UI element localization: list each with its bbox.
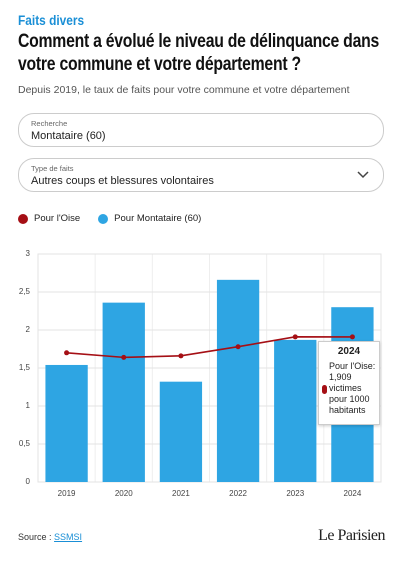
y-tick-label: 3 bbox=[26, 249, 31, 258]
y-tick-label: 0 bbox=[26, 477, 31, 486]
x-tick-label: 2024 bbox=[344, 489, 362, 498]
y-tick-label: 2 bbox=[26, 325, 31, 334]
kicker: Faits divers bbox=[18, 12, 85, 28]
source-link[interactable]: SSMSI bbox=[54, 532, 83, 542]
legend-marker bbox=[18, 213, 28, 224]
bar bbox=[102, 302, 145, 482]
search-box[interactable]: Recherche Montataire (60) bbox=[18, 113, 384, 147]
y-tick-label: 1 bbox=[26, 401, 31, 410]
y-tick-label: 2,5 bbox=[19, 287, 31, 296]
source-label: Source : bbox=[18, 532, 52, 542]
x-tick-label: 2021 bbox=[172, 489, 190, 498]
chevron bbox=[357, 171, 369, 179]
y-tick-label: 1,5 bbox=[19, 363, 31, 372]
tooltip-text: Pour l'Oise: 1,909 victimes pour 1000 ha… bbox=[329, 361, 376, 415]
legend-item[interactable]: Pour l'Oise bbox=[18, 213, 80, 224]
bar bbox=[274, 339, 317, 482]
tooltip-title: 2024 bbox=[337, 346, 361, 357]
line-point bbox=[121, 354, 127, 360]
line-point bbox=[349, 334, 355, 340]
source: Source : SSMSI bbox=[18, 532, 82, 542]
legend-label: Pour Montataire (60) bbox=[114, 213, 202, 224]
filter-label: Type de faits bbox=[31, 164, 74, 173]
legend-item[interactable]: Pour Montataire (60) bbox=[98, 213, 201, 224]
filter-select[interactable]: Type de faits Autres coups et blessures … bbox=[18, 158, 384, 192]
bar bbox=[216, 279, 260, 482]
line bbox=[66, 336, 353, 359]
legend: Pour l'Oise Pour Montataire (60) bbox=[18, 213, 201, 224]
title: Comment a évolué le niveau de délinquanc… bbox=[18, 31, 379, 75]
x-tick-label: 2020 bbox=[115, 489, 133, 498]
line-point bbox=[235, 344, 241, 350]
line-point bbox=[178, 353, 184, 359]
line-point bbox=[64, 350, 70, 356]
legend-marker bbox=[98, 213, 109, 224]
search-label: Recherche bbox=[31, 119, 68, 128]
line-point bbox=[292, 334, 298, 340]
search-value: Montataire (60) bbox=[31, 130, 106, 142]
x-tick-label: 2019 bbox=[58, 489, 76, 498]
x-tick-label: 2022 bbox=[229, 489, 247, 498]
logo: Le Parisien bbox=[318, 527, 385, 544]
y-tick-label: 0,5 bbox=[19, 439, 31, 448]
subtitle: Depuis 2019, le taux de faits pour votre… bbox=[18, 84, 350, 96]
bar bbox=[45, 364, 88, 482]
x-tick-label: 2023 bbox=[286, 489, 304, 498]
bar bbox=[159, 381, 203, 482]
filter-value: Autres coups et blessures volontaires bbox=[31, 175, 214, 187]
chart: 0 0,5 1 1,5 2 2,5 3 2019 2020 2021 2022 2023 2024 bbox=[19, 249, 382, 498]
tooltip: 2024 Pour l'Oise: 1,909 victimes pour 10… bbox=[318, 341, 380, 425]
tooltip-marker bbox=[322, 385, 327, 394]
legend-label: Pour l'Oise bbox=[34, 213, 81, 224]
